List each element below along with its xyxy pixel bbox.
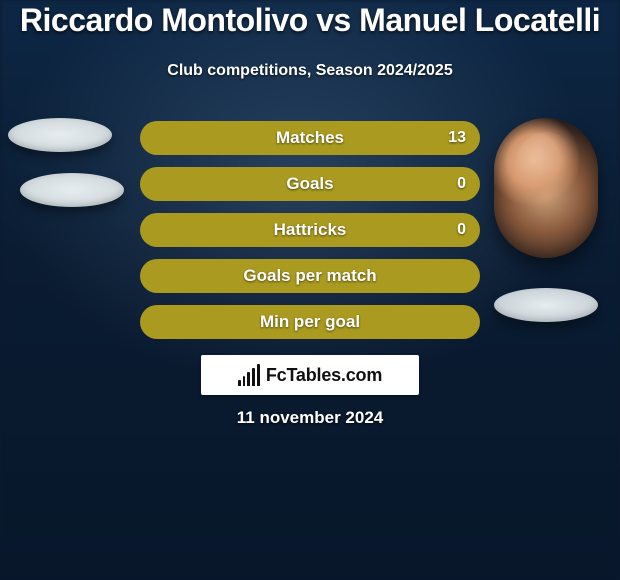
bar-chart-icon-bar bbox=[247, 372, 250, 386]
stat-row: Matches 13 bbox=[140, 121, 480, 155]
stat-value-right: 0 bbox=[457, 221, 466, 239]
stats-list: Matches 13 Goals 0 Hattricks 0 Goals per match… bbox=[140, 121, 480, 351]
stat-row: Hattricks 0 bbox=[140, 213, 480, 247]
stat-value-right: 0 bbox=[457, 175, 466, 193]
player-left-placeholder-ellipse bbox=[20, 173, 124, 207]
player-right-group bbox=[488, 118, 612, 322]
stat-label: Goals bbox=[286, 174, 333, 194]
bar-chart-icon-bar bbox=[257, 364, 260, 386]
stat-label: Goals per match bbox=[243, 266, 376, 286]
player-left-placeholder-ellipse bbox=[8, 118, 112, 152]
page-title: Riccardo Montolivo vs Manuel Locatelli bbox=[0, 2, 620, 39]
player-right-placeholder-ellipse bbox=[494, 288, 598, 322]
stat-row: Goals per match bbox=[140, 259, 480, 293]
bar-chart-icon bbox=[238, 364, 260, 386]
stat-label: Min per goal bbox=[260, 312, 360, 332]
stat-row: Min per goal bbox=[140, 305, 480, 339]
stat-label: Matches bbox=[276, 128, 344, 148]
stat-value-right: 13 bbox=[448, 129, 466, 147]
date-label: 11 november 2024 bbox=[0, 408, 620, 428]
brand-text: FcTables.com bbox=[266, 365, 382, 386]
player-right-avatar bbox=[494, 118, 598, 258]
comparison-card: Riccardo Montolivo vs Manuel Locatelli C… bbox=[0, 0, 620, 580]
stat-row: Goals 0 bbox=[140, 167, 480, 201]
page-subtitle: Club competitions, Season 2024/2025 bbox=[0, 62, 620, 80]
bar-chart-icon-bar bbox=[243, 376, 246, 386]
bar-chart-icon-bar bbox=[238, 380, 241, 386]
stat-label: Hattricks bbox=[274, 220, 347, 240]
bar-chart-icon-bar bbox=[252, 368, 255, 386]
brand-badge: FcTables.com bbox=[201, 355, 419, 395]
